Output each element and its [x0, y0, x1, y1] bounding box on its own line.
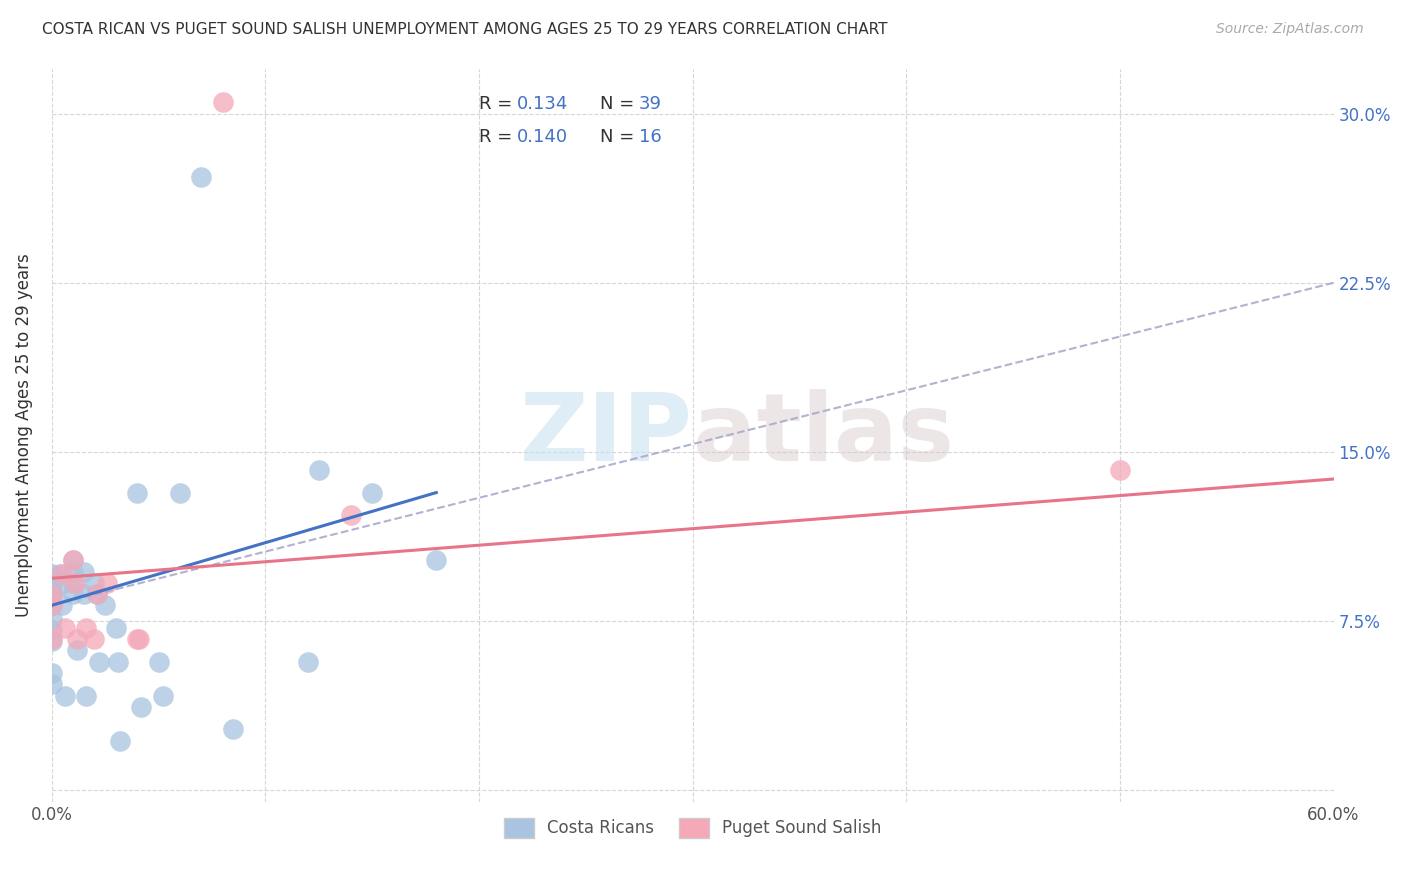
Point: [340, 508, 363, 522]
Point: [62, 553, 84, 567]
Point: [41, 584, 63, 599]
Point: [51, 599, 73, 613]
Point: [53, 689, 76, 703]
Point: [425, 553, 447, 567]
Point: [73, 587, 96, 601]
Point: [83, 575, 105, 590]
Point: [190, 169, 212, 184]
Point: [62, 587, 84, 601]
Point: [41, 599, 63, 613]
Point: [53, 621, 76, 635]
Point: [65, 575, 87, 590]
Point: [66, 643, 89, 657]
Text: R =: R =: [478, 128, 517, 146]
Point: [41, 612, 63, 626]
Text: ZIP: ZIP: [520, 389, 693, 481]
Point: [96, 575, 118, 590]
Point: [75, 621, 97, 635]
Point: [41, 623, 63, 637]
Point: [128, 632, 150, 647]
Point: [49, 566, 72, 581]
Point: [62, 575, 84, 590]
Point: [62, 565, 84, 579]
Point: [41, 566, 63, 581]
Legend: Costa Ricans, Puget Sound Salish: Costa Ricans, Puget Sound Salish: [496, 811, 889, 845]
Point: [297, 655, 319, 669]
Text: 0.134: 0.134: [517, 95, 568, 113]
Point: [222, 723, 245, 737]
Text: N =: N =: [600, 95, 640, 113]
Point: [41, 677, 63, 691]
Point: [86, 587, 108, 601]
Text: atlas: atlas: [693, 389, 953, 481]
Text: 0.140: 0.140: [517, 128, 568, 146]
Text: 39: 39: [638, 95, 662, 113]
Point: [66, 632, 89, 647]
Point: [41, 599, 63, 613]
Point: [131, 699, 153, 714]
Point: [86, 587, 108, 601]
Point: [94, 599, 117, 613]
Point: [127, 632, 149, 647]
Point: [73, 565, 96, 579]
Point: [108, 733, 131, 747]
Y-axis label: Unemployment Among Ages 25 to 29 years: Unemployment Among Ages 25 to 29 years: [15, 253, 32, 617]
Point: [1109, 463, 1132, 477]
Text: Source: ZipAtlas.com: Source: ZipAtlas.com: [1216, 22, 1364, 37]
Point: [62, 553, 84, 567]
Point: [49, 578, 72, 592]
Point: [127, 485, 149, 500]
Point: [87, 655, 110, 669]
Point: [41, 632, 63, 647]
Text: 16: 16: [638, 128, 662, 146]
Text: COSTA RICAN VS PUGET SOUND SALISH UNEMPLOYMENT AMONG AGES 25 TO 29 YEARS CORRELA: COSTA RICAN VS PUGET SOUND SALISH UNEMPL…: [42, 22, 887, 37]
Point: [107, 655, 129, 669]
Point: [41, 575, 63, 590]
Point: [51, 566, 73, 581]
Point: [211, 95, 233, 110]
Point: [41, 587, 63, 601]
Point: [148, 655, 170, 669]
Point: [75, 689, 97, 703]
Point: [104, 621, 127, 635]
Point: [169, 485, 191, 500]
Text: N =: N =: [600, 128, 640, 146]
Point: [152, 689, 174, 703]
Point: [41, 665, 63, 680]
Point: [361, 485, 384, 500]
Point: [41, 634, 63, 648]
Point: [308, 463, 330, 477]
Point: [83, 632, 105, 647]
Text: R =: R =: [478, 95, 517, 113]
